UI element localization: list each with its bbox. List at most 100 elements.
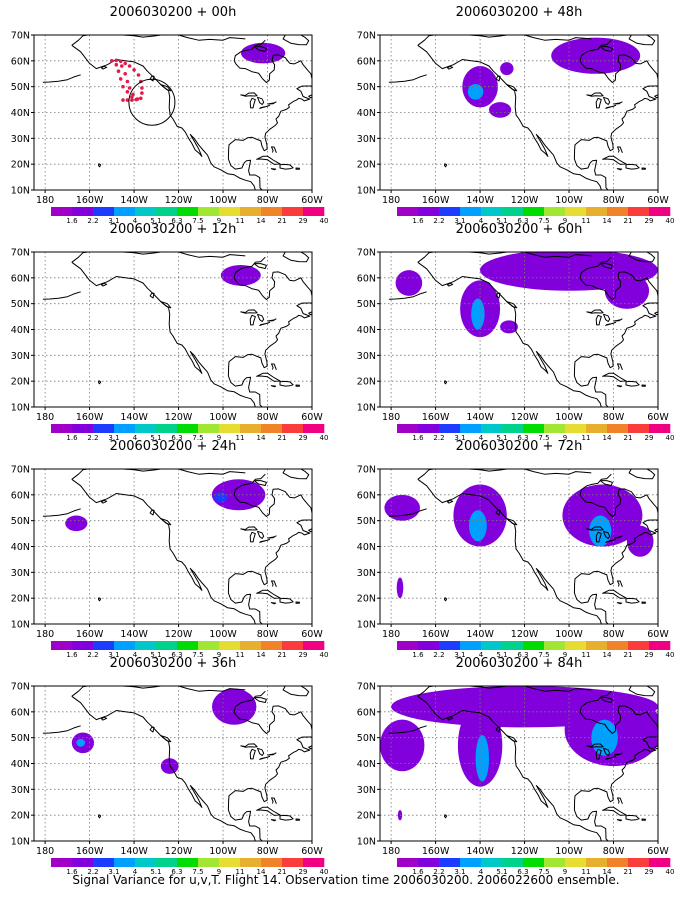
colorbar-label: 40: [320, 434, 329, 442]
colorbar-swatch: [240, 858, 262, 867]
colorbar-label: 40: [666, 217, 675, 225]
lon-label: 80W: [257, 195, 279, 206]
colorbar-swatch: [51, 207, 73, 216]
lat-label: 20N: [11, 377, 30, 388]
colorbar-label: 21: [278, 217, 287, 225]
colorbar-swatch: [198, 641, 220, 650]
lon-label: 140W: [120, 195, 148, 206]
lon-label: 120W: [165, 195, 193, 206]
colorbar-swatch: [72, 424, 94, 433]
colorbar-label: 3.1: [454, 434, 465, 442]
colorbar-swatch: [586, 424, 608, 433]
variance-region: [500, 62, 514, 76]
map-svg: 70N 60N 50N 40N 30N 20N 10N 180 160W 140W 120W 100W…: [11, 682, 329, 877]
lon-label: 120W: [165, 412, 193, 423]
lon-label: 100W: [209, 846, 237, 857]
colorbar-swatch: [649, 424, 671, 433]
colorbar-swatch: [481, 641, 503, 650]
colorbar-label: 1.6: [66, 868, 78, 876]
lat-label: 30N: [357, 568, 376, 579]
colorbar-label: 5.1: [496, 434, 507, 442]
gridlines: [380, 686, 658, 841]
colorbar-label: 6.3: [171, 868, 182, 876]
colorbar: 1.6 2.2 3.1 4 5.1 6.3 7.5 9 11 14 21 29 40: [51, 641, 328, 659]
lon-label: 80W: [257, 846, 279, 857]
colorbar-swatch: [397, 207, 419, 216]
lat-label: 40N: [11, 108, 30, 119]
lon-label: 80W: [257, 629, 279, 640]
variance-region: [604, 272, 650, 309]
map-svg: 70N 60N 50N 40N 30N 20N 10N 180 160W 140W 120W 100W…: [11, 31, 329, 226]
colorbar-label: 29: [299, 217, 308, 225]
lat-label: 70N: [11, 248, 30, 259]
colorbar-label: 7.5: [538, 434, 549, 442]
colorbar-label: 6.3: [517, 651, 528, 659]
colorbar-label: 11: [236, 651, 245, 659]
colorbar-swatch: [565, 641, 587, 650]
gridlines: [34, 686, 312, 841]
gridlines: [34, 35, 312, 190]
lon-label: 60W: [647, 629, 669, 640]
colorbar-label: 3.1: [108, 868, 119, 876]
variance-region: [562, 484, 643, 547]
colorbar-label: 21: [278, 651, 287, 659]
map-content: [380, 469, 658, 624]
colorbar-swatch: [282, 207, 304, 216]
lat-label: 60N: [11, 273, 30, 284]
map-svg: 70N 60N 50N 40N 30N 20N 10N 180 160W 140W 120W 100W…: [357, 248, 675, 443]
coastline: [42, 252, 312, 407]
colorbar-swatch: [114, 424, 136, 433]
lon-label: 120W: [511, 412, 539, 423]
colorbar-label: 2.2: [87, 868, 98, 876]
colorbar-label: 5.1: [496, 651, 507, 659]
colorbar-swatch: [219, 641, 241, 650]
colorbar-label: 29: [299, 868, 308, 876]
colorbar-label: 14: [257, 651, 266, 659]
lon-label: 140W: [466, 846, 494, 857]
lon-label: 120W: [511, 846, 539, 857]
colorbar-swatch: [649, 207, 671, 216]
colorbar-label: 40: [320, 217, 329, 225]
colorbar-label: 14: [603, 434, 612, 442]
colorbar-label: 7.5: [192, 434, 203, 442]
lat-label: 40N: [11, 325, 30, 336]
lon-label: 140W: [120, 412, 148, 423]
lon-label: 160W: [76, 846, 104, 857]
colorbar-swatch: [51, 858, 73, 867]
colorbar-label: 2.2: [433, 434, 444, 442]
colorbar-swatch: [565, 858, 587, 867]
map-content: [34, 35, 312, 190]
colorbar: 1.6 2.2 3.1 4 5.1 6.3 7.5 9 11 14 21 29 40: [51, 424, 328, 442]
colorbar-label: 4: [479, 217, 484, 225]
colorbar-swatch: [303, 641, 325, 650]
colorbar-swatch: [303, 858, 325, 867]
colorbar-swatch: [460, 424, 482, 433]
colorbar-label: 29: [299, 651, 308, 659]
lat-label: 60N: [357, 490, 376, 501]
lon-label: 180: [382, 846, 400, 857]
lon-label: 80W: [603, 412, 625, 423]
colorbar-swatch: [135, 641, 157, 650]
lon-label: 80W: [603, 846, 625, 857]
colorbar-label: 9: [563, 651, 567, 659]
colorbar-swatch: [282, 641, 304, 650]
colorbar-label: 11: [582, 868, 591, 876]
colorbar-label: 29: [645, 434, 654, 442]
colorbar-label: 4: [133, 868, 138, 876]
map-content: [380, 686, 658, 841]
colorbar-label: 21: [624, 651, 633, 659]
colorbar-label: 40: [320, 868, 329, 876]
map-svg: 70N 60N 50N 40N 30N 20N 10N 180 160W 140W 120W 100W…: [357, 31, 675, 226]
colorbar-label: 5.1: [496, 868, 507, 876]
colorbar-swatch: [261, 641, 283, 650]
colorbar-label: 9: [563, 217, 567, 225]
colorbar-swatch: [156, 207, 178, 216]
colorbar-swatch: [418, 641, 440, 650]
map-content: [380, 35, 658, 190]
lat-label: 40N: [357, 759, 376, 770]
colorbar-swatch: [51, 641, 73, 650]
lat-label: 70N: [11, 682, 30, 693]
gridlines: [34, 469, 312, 624]
colorbar-swatch: [261, 207, 283, 216]
colorbar-label: 5.1: [150, 651, 161, 659]
